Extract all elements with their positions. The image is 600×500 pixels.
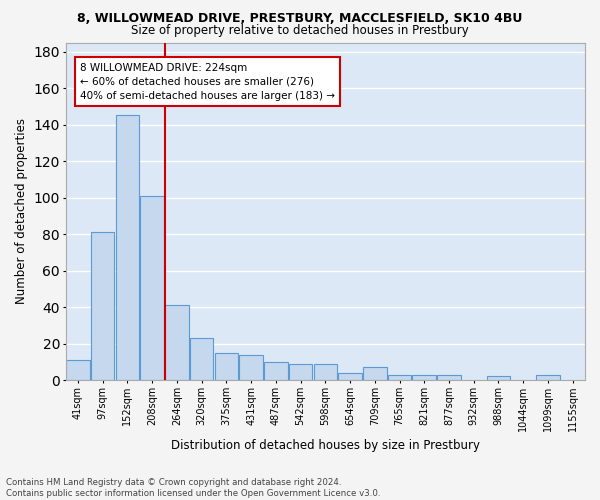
Bar — [412, 374, 436, 380]
Bar — [487, 376, 510, 380]
Text: Size of property relative to detached houses in Prestbury: Size of property relative to detached ho… — [131, 24, 469, 37]
Y-axis label: Number of detached properties: Number of detached properties — [15, 118, 28, 304]
Bar — [314, 364, 337, 380]
Text: 8, WILLOWMEAD DRIVE, PRESTBURY, MACCLESFIELD, SK10 4BU: 8, WILLOWMEAD DRIVE, PRESTBURY, MACCLESF… — [77, 12, 523, 26]
Bar — [239, 354, 263, 380]
X-axis label: Distribution of detached houses by size in Prestbury: Distribution of detached houses by size … — [171, 440, 480, 452]
Bar — [91, 232, 115, 380]
Bar — [165, 306, 188, 380]
Bar — [338, 373, 362, 380]
Bar — [289, 364, 313, 380]
Bar — [215, 352, 238, 380]
Bar — [116, 116, 139, 380]
Bar — [140, 196, 164, 380]
Text: Contains HM Land Registry data © Crown copyright and database right 2024.
Contai: Contains HM Land Registry data © Crown c… — [6, 478, 380, 498]
Bar — [437, 374, 461, 380]
Bar — [190, 338, 214, 380]
Text: 8 WILLOWMEAD DRIVE: 224sqm
← 60% of detached houses are smaller (276)
40% of sem: 8 WILLOWMEAD DRIVE: 224sqm ← 60% of deta… — [80, 62, 335, 100]
Bar — [363, 368, 386, 380]
Bar — [536, 374, 560, 380]
Bar — [264, 362, 287, 380]
Bar — [388, 374, 411, 380]
Bar — [66, 360, 90, 380]
